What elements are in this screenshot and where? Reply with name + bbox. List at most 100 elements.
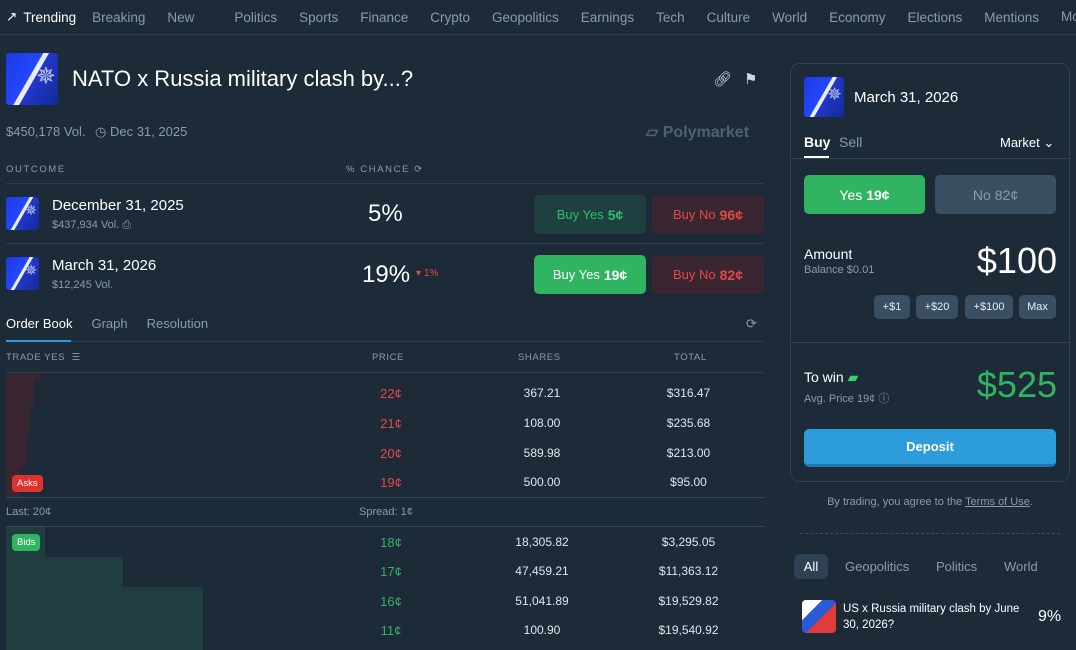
refresh-icon[interactable]: ⟳ bbox=[414, 164, 424, 175]
add-20-button[interactable]: +$20 bbox=[916, 295, 958, 319]
buy-yes-button[interactable]: Buy Yes 19¢ bbox=[534, 255, 646, 294]
related-tab-geopolitics[interactable]: Geopolitics bbox=[845, 559, 910, 574]
related-market-chance: 9% bbox=[1038, 608, 1062, 625]
outcome-image bbox=[6, 197, 39, 230]
bids-badge: Bids bbox=[12, 534, 41, 551]
divider bbox=[6, 372, 764, 373]
market-image bbox=[6, 53, 58, 105]
terms-text: By trading, you agree to the Terms of Us… bbox=[827, 496, 1033, 508]
buy-no-button[interactable]: Buy No 96¢ bbox=[652, 195, 764, 234]
top-nav: ↗ Trending Breaking New Politics Sports F… bbox=[0, 0, 1076, 35]
bookmark-icon[interactable]: ⚑ bbox=[744, 71, 758, 88]
outcome-name: December 31, 2025 bbox=[52, 197, 184, 214]
link-icon[interactable]: 🔗︎ bbox=[713, 71, 733, 88]
related-market-title[interactable]: US x Russia military clash by June 30, 2… bbox=[843, 603, 1020, 631]
chance-change: ▾ 1% bbox=[416, 268, 439, 279]
nav-sports[interactable]: Sports bbox=[299, 9, 339, 25]
outcome-image bbox=[6, 257, 39, 290]
last-price: Last: 20¢ bbox=[6, 506, 52, 518]
buy-yes-button[interactable]: Buy Yes 5¢ bbox=[534, 195, 646, 234]
chevron-down-icon: ⌄ bbox=[1043, 135, 1055, 150]
nav-crypto[interactable]: Crypto bbox=[430, 9, 470, 25]
ask-depth-bar bbox=[6, 379, 34, 408]
asks-badge: Asks bbox=[12, 475, 43, 492]
price-header: PRICE bbox=[372, 352, 405, 363]
page-title: NATO x Russia military clash by...? bbox=[72, 66, 414, 91]
bid-row[interactable]: 16¢ 51,041.89 $19,529.82 bbox=[380, 594, 719, 609]
max-button[interactable]: Max bbox=[1019, 295, 1056, 319]
filter-icon[interactable]: ☰ bbox=[71, 352, 81, 363]
order-type-dropdown[interactable]: Market ⌄ bbox=[1000, 135, 1055, 150]
no-option-button[interactable]: No 82¢ bbox=[935, 175, 1056, 214]
nav-culture[interactable]: Culture bbox=[706, 9, 751, 25]
active-tab-indicator bbox=[804, 156, 829, 158]
refresh-icon[interactable]: ⟳ bbox=[746, 316, 757, 331]
nav-new[interactable]: New bbox=[167, 9, 195, 25]
nav-economy[interactable]: Economy bbox=[829, 9, 886, 25]
ask-depth-bar bbox=[6, 373, 41, 379]
to-win-amount: $525 bbox=[976, 364, 1057, 405]
divider bbox=[800, 533, 1060, 534]
to-win-label: To win ▰ bbox=[804, 369, 859, 385]
nav-geopolitics[interactable]: Geopolitics bbox=[492, 9, 559, 25]
buy-tab[interactable]: Buy bbox=[804, 134, 831, 150]
outcome-header: OUTCOME bbox=[6, 164, 66, 175]
outcome-image bbox=[804, 77, 844, 117]
ask-depth-bar bbox=[6, 408, 29, 438]
nav-trending[interactable]: ↗ Trending bbox=[6, 9, 77, 25]
ask-row[interactable]: 21¢ 108.00 $235.68 bbox=[380, 416, 711, 431]
yes-option-button[interactable]: Yes 19¢ bbox=[804, 175, 925, 214]
trending-icon: ↗ bbox=[6, 9, 18, 24]
amount-input[interactable]: $100 bbox=[976, 240, 1057, 281]
related-tab-all[interactable]: All bbox=[794, 554, 828, 579]
divider bbox=[791, 158, 1069, 159]
info-icon[interactable]: ⓘ bbox=[878, 393, 890, 405]
bid-row[interactable]: 18¢ 18,305.82 $3,295.05 bbox=[380, 535, 716, 550]
shares-header: SHARES bbox=[518, 352, 561, 363]
ask-row[interactable]: 19¢ 500.00 $95.00 bbox=[380, 475, 707, 490]
bid-depth-bar bbox=[6, 557, 123, 587]
active-tab-indicator bbox=[6, 340, 71, 342]
ask-row[interactable]: 20¢ 589.98 $213.00 bbox=[380, 446, 711, 461]
nav-earnings[interactable]: Earnings bbox=[580, 9, 635, 25]
nav-tech[interactable]: Tech bbox=[656, 9, 685, 25]
money-icon: ▰ bbox=[847, 369, 859, 385]
buy-no-button[interactable]: Buy No 82¢ bbox=[652, 255, 764, 294]
bid-depth-bar bbox=[6, 587, 203, 650]
nav-politics[interactable]: Politics bbox=[234, 9, 278, 25]
nav-finance[interactable]: Finance bbox=[360, 9, 409, 25]
total-header: TOTAL bbox=[674, 352, 707, 363]
chance-header: % CHANCE ⟳ bbox=[346, 164, 424, 175]
ask-row[interactable]: 22¢ 367.21 $316.47 bbox=[380, 386, 711, 401]
add-1-button[interactable]: +$1 bbox=[874, 295, 910, 319]
avg-price: Avg. Price 19¢ ⓘ bbox=[804, 393, 890, 405]
spread: Spread: 1¢ bbox=[359, 506, 413, 518]
end-date: ◷ Dec 31, 2025 bbox=[95, 124, 188, 139]
related-tab-politics[interactable]: Politics bbox=[936, 559, 978, 574]
nav-breaking[interactable]: Breaking bbox=[92, 9, 146, 25]
bid-row[interactable]: 17¢ 47,459.21 $11,363.12 bbox=[380, 564, 719, 579]
gift-icon: ⎙ bbox=[122, 219, 132, 231]
panel-outcome-title: March 31, 2026 bbox=[854, 89, 959, 106]
tab-graph[interactable]: Graph bbox=[91, 316, 128, 331]
nav-world[interactable]: World bbox=[772, 9, 808, 25]
sell-tab[interactable]: Sell bbox=[839, 134, 863, 150]
outcome-row[interactable]: March 31, 2026 $12,245 Vol. 19% ▾ 1% Buy… bbox=[6, 243, 764, 303]
deposit-button[interactable]: Deposit bbox=[804, 429, 1056, 467]
amount-label: Amount bbox=[804, 246, 853, 262]
outcome-volume: $437,934 Vol. ⎙ bbox=[52, 219, 132, 231]
divider bbox=[791, 342, 1069, 343]
nav-elections[interactable]: Elections bbox=[907, 9, 963, 25]
terms-link[interactable]: Terms of Use bbox=[965, 496, 1030, 508]
related-tab-world[interactable]: World bbox=[1004, 559, 1038, 574]
market-volume: $450,178 Vol. bbox=[6, 124, 86, 139]
tabs-divider bbox=[6, 341, 764, 342]
outcome-row[interactable]: December 31, 2025 $437,934 Vol. ⎙ 5% Buy… bbox=[6, 183, 764, 243]
nav-mentions[interactable]: Mentions bbox=[984, 9, 1040, 25]
tab-order-book[interactable]: Order Book bbox=[6, 316, 73, 331]
tab-resolution[interactable]: Resolution bbox=[146, 316, 209, 331]
clock-icon: ◷ bbox=[95, 124, 107, 139]
add-100-button[interactable]: +$100 bbox=[965, 295, 1013, 319]
nav-more[interactable]: More ⌄ bbox=[1061, 9, 1076, 24]
bid-row[interactable]: 11¢ 100.90 $19,540.92 bbox=[380, 623, 719, 638]
